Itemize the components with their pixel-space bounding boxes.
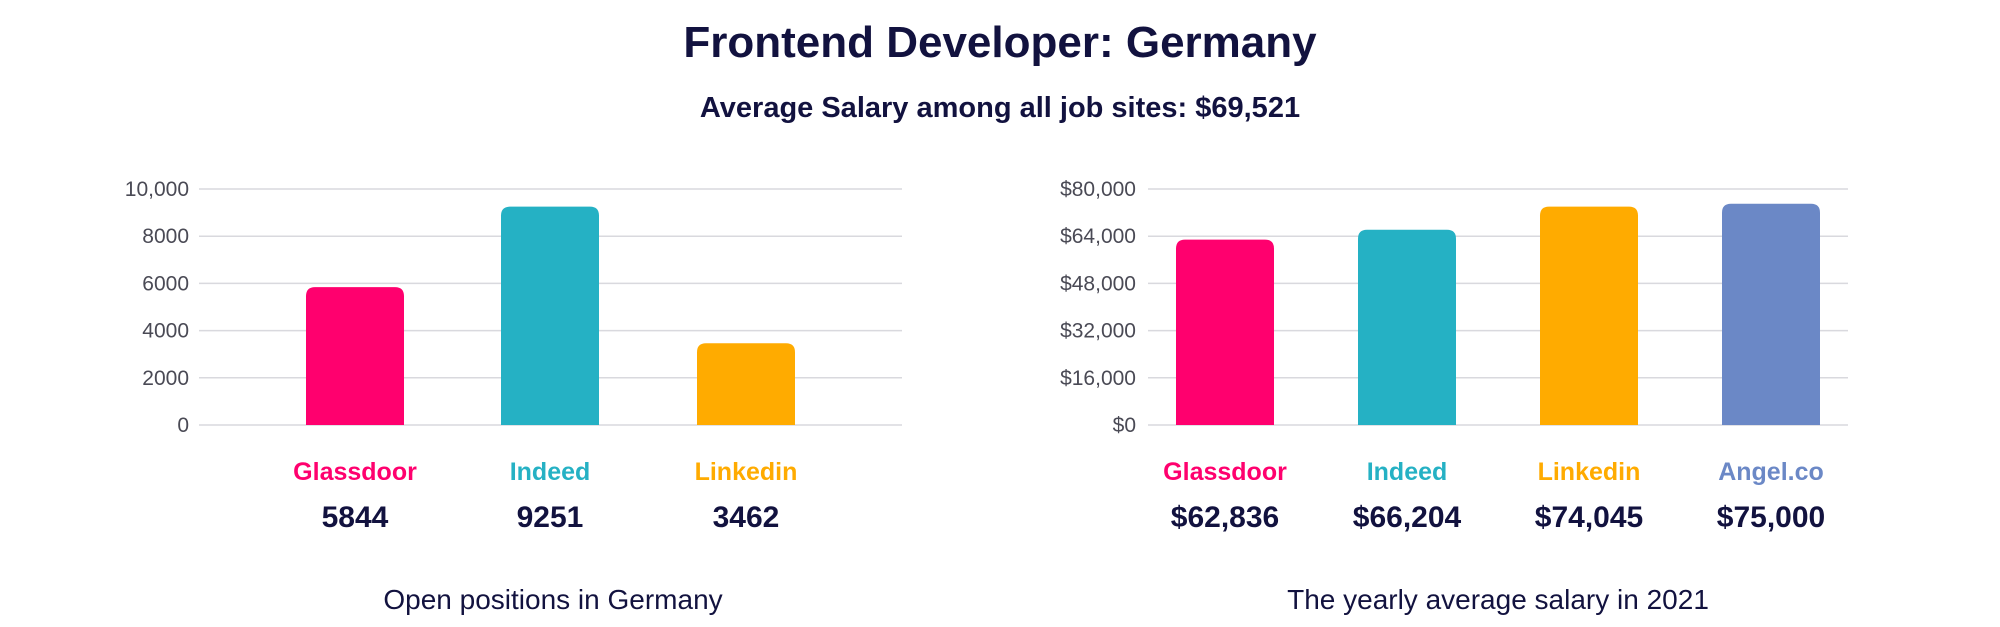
y-tick-label: 4000 xyxy=(142,320,189,343)
chart-caption: Open positions in Germany xyxy=(383,584,722,615)
y-tick-label: 8000 xyxy=(142,225,189,248)
category-label: Indeed xyxy=(1367,458,1448,486)
bar-linkedin xyxy=(1540,206,1638,425)
bar-indeed xyxy=(1358,229,1456,425)
chart-caption: The yearly average salary in 2021 xyxy=(1287,584,1709,615)
average-salary-chart: $0 $16,000 $32,000 $48,000 $64,000 $80,000 Gla… xyxy=(1060,178,1848,615)
category-label: Glassdoor xyxy=(1163,458,1287,486)
category-label: Linkedin xyxy=(1538,458,1641,486)
bar-angel-co xyxy=(1722,203,1820,425)
y-tick-label: $80,000 xyxy=(1060,178,1136,201)
y-tick-label: 0 xyxy=(177,414,189,437)
value-label: 3462 xyxy=(713,501,780,534)
y-tick-label: $0 xyxy=(1113,414,1136,437)
category-label: Linkedin xyxy=(695,458,798,486)
y-tick-label: $16,000 xyxy=(1060,367,1136,390)
value-label: $74,045 xyxy=(1535,501,1643,534)
bar-linkedin xyxy=(697,343,795,425)
value-label: $75,000 xyxy=(1717,501,1825,534)
value-label: 5844 xyxy=(322,501,389,534)
category-label: Indeed xyxy=(510,458,591,486)
value-label: $66,204 xyxy=(1353,501,1462,534)
value-label: $62,836 xyxy=(1171,501,1279,534)
y-tick-label: $32,000 xyxy=(1060,320,1136,343)
y-tick-label: $48,000 xyxy=(1060,272,1136,295)
open-positions-chart: 0 2000 4000 6000 8000 10,000 Glassdoor 5844 Inde… xyxy=(125,178,902,615)
bar-glassdoor xyxy=(1176,239,1274,425)
value-label: 9251 xyxy=(517,501,584,534)
bar-indeed xyxy=(501,206,599,425)
y-tick-label: $64,000 xyxy=(1060,225,1136,248)
y-tick-label: 6000 xyxy=(142,272,189,295)
bar-glassdoor xyxy=(306,287,404,425)
page-subtitle: Average Salary among all job sites: $69,… xyxy=(699,92,1301,124)
category-label: Angel.co xyxy=(1718,458,1824,486)
category-label: Glassdoor xyxy=(293,458,417,486)
y-tick-label: 2000 xyxy=(142,367,189,390)
page-title: Frontend Developer: Germany xyxy=(683,18,1317,67)
y-tick-label: 10,000 xyxy=(125,178,189,201)
